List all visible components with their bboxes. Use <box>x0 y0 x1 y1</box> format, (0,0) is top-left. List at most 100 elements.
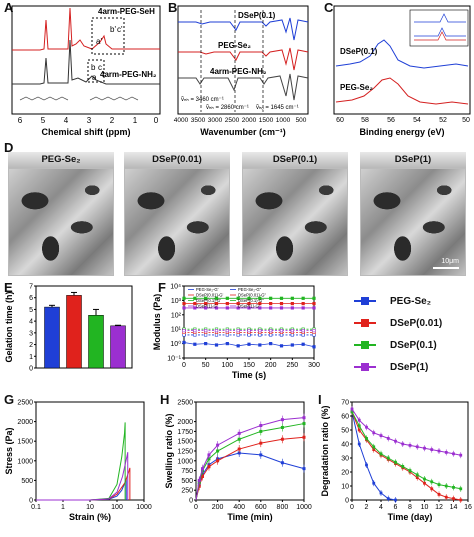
modulus-point <box>204 333 208 337</box>
h-ytick: 1500 <box>177 439 193 446</box>
modulus-point <box>290 333 294 337</box>
degradation-point <box>350 407 354 411</box>
f-xtick: 150 <box>243 362 255 369</box>
ftir-annotation-nh: ṽₙₕ = 3460 cm⁻¹ <box>181 97 224 103</box>
degradation-series-line <box>351 411 461 501</box>
g-ytick: 2500 <box>17 400 33 407</box>
h-xtick: 200 <box>212 504 224 511</box>
swelling-point <box>216 459 220 463</box>
modulus-point <box>301 328 305 333</box>
degradation-series-line <box>351 408 461 456</box>
swelling-point <box>280 461 284 465</box>
modulus-point <box>225 333 229 337</box>
gelation-bar <box>110 325 126 369</box>
modulus-legend-label: DSeP(0.01)-G' <box>196 293 224 298</box>
h-xtick: 600 <box>255 504 267 511</box>
modulus-point <box>204 301 208 306</box>
modulus-point <box>247 296 251 300</box>
modulus-point <box>247 342 251 346</box>
degradation-point <box>437 449 441 453</box>
legend-swatch <box>354 341 376 350</box>
g-xtick: 10 <box>86 504 94 511</box>
modulus-point <box>214 328 219 333</box>
swelling-series-line <box>195 423 305 501</box>
nmr-trace-seh-label: 4arm-PEG-SeH <box>98 7 155 16</box>
i-xtick: 12 <box>435 504 443 511</box>
swelling-point <box>259 424 263 428</box>
legend-item: PEG-Se₂ <box>354 296 431 307</box>
a-tick-0: 0 <box>154 116 159 125</box>
legend-label: DSeP(0.01) <box>390 318 443 329</box>
modulus-point <box>279 296 284 300</box>
degradation-point <box>423 446 426 450</box>
peak-label-c: c <box>98 63 102 72</box>
i-ytick: 40 <box>341 442 349 449</box>
i-ytick: 0 <box>345 498 349 505</box>
modulus-point <box>182 296 186 300</box>
f-xlabel: Time (s) <box>232 370 266 380</box>
swelling-point <box>207 453 211 457</box>
ftir-label-pegse2: PEG-Se₂ <box>218 41 251 50</box>
ftir-annotation-co: ṽₕₒ = 1645 cm⁻¹ <box>256 105 299 111</box>
g-ytick: 500 <box>21 478 33 485</box>
h-xlabel: Time (min) <box>227 512 272 522</box>
swelling-chart: 0 200 400 600 800 1000 0 250 500 750 1000 1250 1500 1… <box>164 400 312 523</box>
modulus-point <box>182 333 186 337</box>
e-ytick: 7 <box>29 284 33 291</box>
swelling-point <box>280 418 284 422</box>
modulus-point <box>258 328 262 333</box>
modulus-legend-label: DSeP(0.1)-G'' <box>238 298 264 303</box>
swelling-point <box>200 474 204 478</box>
modulus-point <box>269 328 273 333</box>
modulus-point <box>258 333 262 337</box>
gelation-bar <box>88 315 104 369</box>
degradation-point <box>401 442 405 446</box>
i-ytick: 50 <box>341 428 349 435</box>
degradation-point <box>408 469 412 472</box>
modulus-point <box>279 344 284 348</box>
sem-head-1: PEG-Se₂ <box>8 152 114 168</box>
f-xtick: 0 <box>182 362 186 369</box>
degradation-point <box>401 465 405 468</box>
degradation-point <box>430 480 434 484</box>
h-ytick: 0 <box>189 498 193 505</box>
e-ytick: 5 <box>29 307 33 314</box>
swelling-point <box>207 465 211 469</box>
modulus-point <box>193 301 197 306</box>
f-ytick: 10⁻¹ <box>167 356 181 363</box>
modulus-legend-label: PEG-Se₂-G'' <box>238 287 261 292</box>
a-tick-2: 2 <box>110 116 115 125</box>
degradation-point <box>437 493 441 496</box>
b-tick-3500: 3500 <box>191 117 206 124</box>
b-tick-4000: 4000 <box>174 117 189 124</box>
h-xtick: 400 <box>233 504 245 511</box>
peak-label-b-prime: b' <box>110 25 116 34</box>
modulus-point <box>258 306 262 310</box>
modulus-point <box>204 296 208 300</box>
modulus-point <box>312 301 316 306</box>
nmr-trace-nh2-label: 4arm-PEG-NH₂ <box>100 70 157 79</box>
panel-g-label: G <box>4 392 15 407</box>
f-ytick: 10² <box>171 312 182 319</box>
modulus-point <box>214 306 219 310</box>
nmr-trace-nh2 <box>12 39 160 85</box>
f-xtick: 250 <box>286 362 298 369</box>
degradation-point <box>415 445 419 449</box>
c-tick-56: 56 <box>387 117 395 124</box>
g-ytick: 1000 <box>17 458 33 465</box>
g-ytick: 2000 <box>17 419 33 426</box>
panel-c-label: C <box>324 0 334 15</box>
modulus-point <box>312 306 316 310</box>
modulus-point <box>247 301 251 306</box>
swelling-point <box>280 437 284 441</box>
modulus-point <box>247 328 251 333</box>
xps-label-dsep: DSeP(0.1) <box>340 47 378 56</box>
modulus-point <box>269 301 273 306</box>
sem-image-3 <box>242 168 348 276</box>
modulus-point <box>258 296 262 300</box>
i-ytick: 10 <box>341 484 349 491</box>
b-tick-1000: 1000 <box>276 117 291 124</box>
i-xtick: 6 <box>394 504 398 511</box>
i-xtick: 2 <box>365 504 369 511</box>
modulus-point <box>301 296 305 300</box>
